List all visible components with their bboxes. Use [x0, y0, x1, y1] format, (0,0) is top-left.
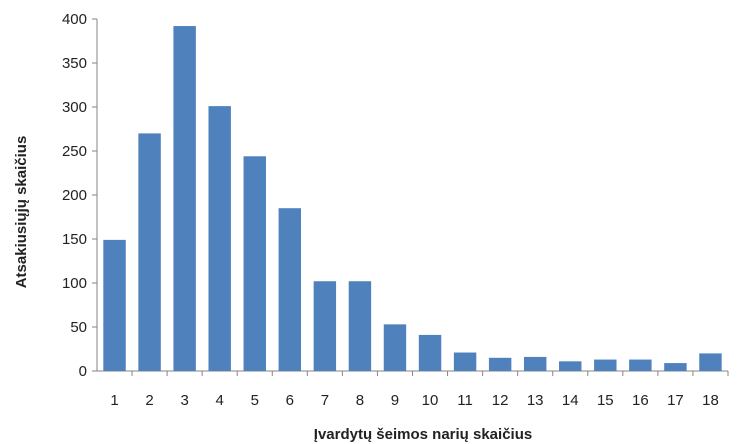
x-tick-label: 3	[180, 392, 188, 409]
y-tick-label: 150	[62, 231, 87, 248]
bar-6	[278, 208, 302, 371]
bar-7	[313, 281, 337, 371]
bar-10	[418, 334, 442, 371]
y-tick-label: 250	[62, 143, 87, 160]
bar-3	[173, 26, 196, 371]
bar-13	[523, 356, 547, 371]
bar-2	[138, 133, 161, 371]
bar-18	[699, 353, 722, 371]
y-axis: 0 50 100 150 200 250 300 350 400	[62, 11, 98, 380]
y-tick-label: 350	[62, 55, 87, 72]
x-tick-label: 14	[562, 392, 579, 409]
y-tick-label: 0	[79, 363, 87, 380]
bar-14	[559, 361, 582, 371]
bar-17	[664, 363, 687, 371]
x-axis-title: Įvardytų šeimos narių skaičius	[314, 426, 532, 443]
y-tick-label: 400	[62, 11, 87, 28]
x-tick-label: 9	[391, 392, 399, 409]
bar-4	[208, 106, 231, 372]
x-tick-label: 8	[356, 392, 364, 409]
bar-8	[348, 281, 372, 371]
y-tick-label: 50	[70, 319, 87, 336]
x-tick-label: 17	[667, 392, 684, 409]
y-tick-label: 200	[62, 187, 87, 204]
bar-1	[103, 239, 126, 371]
bar-16	[629, 359, 652, 371]
x-tick-label: 11	[457, 392, 473, 409]
y-tick-label: 100	[62, 275, 87, 292]
x-tick-label: 15	[597, 392, 614, 409]
bar-9	[383, 324, 407, 371]
bar-11	[453, 352, 477, 371]
x-tick-label: 18	[702, 392, 719, 409]
y-axis-title: Atsakiusiųjų skaičius	[13, 136, 30, 289]
bars	[103, 26, 722, 372]
x-tick-label: 7	[321, 392, 329, 409]
x-tick-label: 12	[492, 392, 509, 409]
x-tick-label: 1	[110, 392, 118, 409]
x-tick-label: 10	[422, 392, 439, 409]
x-tick-label: 13	[527, 392, 544, 409]
y-tick-label: 300	[62, 99, 87, 116]
x-tick-label: 6	[286, 392, 294, 409]
bar-5	[243, 156, 266, 371]
x-tick-label: 2	[145, 392, 153, 409]
x-tick-label: 4	[216, 392, 224, 409]
x-tick-label: 5	[251, 392, 259, 409]
bar-15	[594, 359, 617, 371]
x-axis: 1 2 3 4 5 6 7 8 9 10 11 12 13 14 15 16 17 18	[97, 370, 729, 409]
bar-12	[488, 357, 512, 371]
x-tick-label: 16	[632, 392, 649, 409]
